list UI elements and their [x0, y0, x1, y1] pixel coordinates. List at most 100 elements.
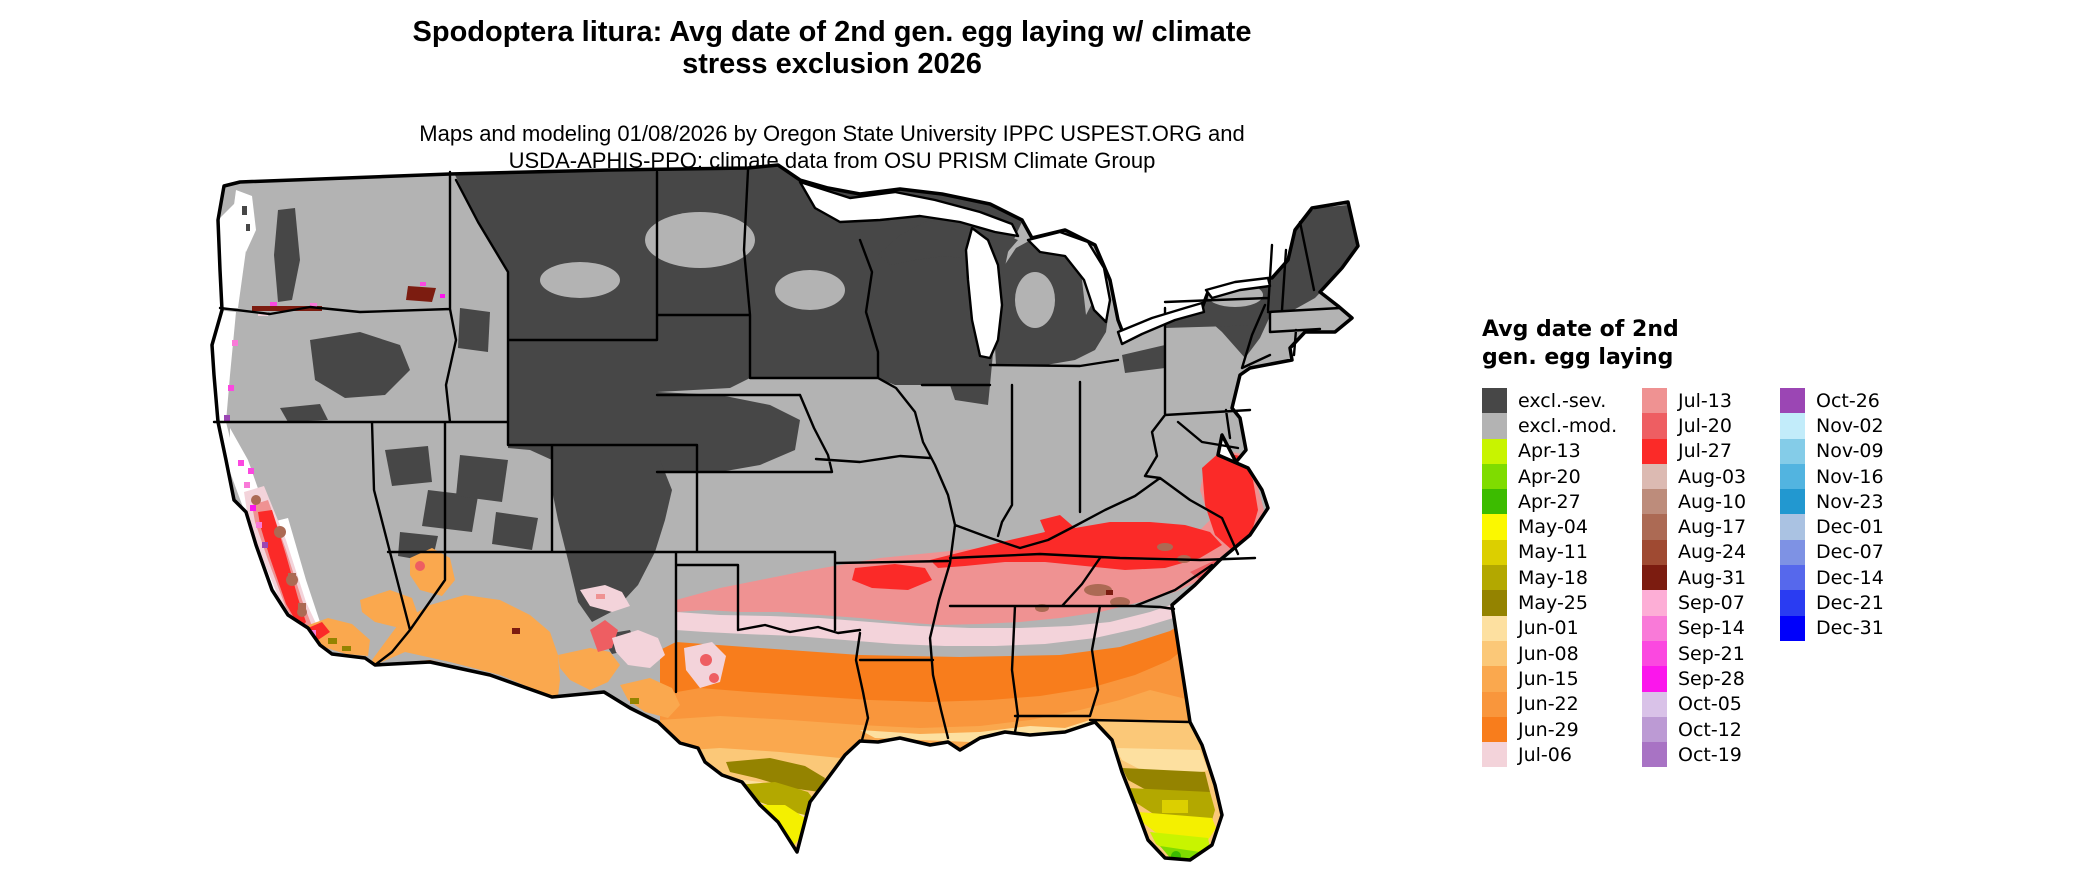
map-region-utah-fingers [580, 585, 630, 612]
legend-swatch [1780, 413, 1805, 439]
map-legend: Avg date of 2nd gen. egg laying excl.-se… [1482, 316, 2042, 768]
lake-superior [798, 180, 1020, 238]
map-band-jul20 [1190, 520, 1264, 580]
legend-column-3: Oct-26 Nov-02 Nov-09 Nov-16 [1780, 388, 1940, 641]
legend-swatch [1642, 742, 1667, 768]
map-band-jul06 [676, 550, 1264, 646]
legend-columns: excl.-sev. excl.-mod. Apr-13 Apr-20 [1482, 388, 2042, 768]
legend-label: Jun-15 [1518, 667, 1579, 690]
legend-entry: Nov-09 [1780, 438, 1940, 464]
legend-swatch [1780, 438, 1805, 464]
legend-swatch [1780, 590, 1805, 616]
legend-swatch [1642, 463, 1667, 490]
legend-swatch [1642, 590, 1667, 616]
legend-swatch [1642, 438, 1667, 464]
legend-label: Dec-01 [1816, 516, 1884, 539]
legend-label: Aug-31 [1678, 566, 1747, 589]
legend-swatch [1482, 615, 1507, 641]
legend-entry: Jul-20 [1642, 413, 1766, 439]
legend-entry: Oct-12 [1642, 716, 1766, 743]
legend-label: Nov-16 [1816, 465, 1884, 488]
map-region-california-valley [244, 486, 320, 646]
map-region-appalachian-brown [1035, 543, 1191, 612]
legend-entry: May-25 [1482, 590, 1642, 616]
lake-michigan [964, 226, 1004, 360]
map-region-florida [1095, 720, 1216, 860]
legend-label: Oct-05 [1678, 693, 1742, 716]
lake-ontario [1204, 276, 1272, 300]
legend-entry: Sep-07 [1642, 590, 1766, 616]
legend-label: Apr-20 [1518, 465, 1581, 488]
legend-label: Apr-27 [1518, 490, 1581, 513]
legend-entry: Sep-14 [1642, 615, 1766, 641]
legend-column-1: excl.-sev. excl.-mod. Apr-13 Apr-20 [1482, 388, 1642, 768]
legend-label: Nov-23 [1816, 490, 1884, 513]
map-band-jul13 [676, 450, 1264, 625]
map-subtitle: Maps and modeling 01/08/2026 by Oregon S… [0, 120, 1664, 174]
legend-label: Sep-07 [1678, 592, 1745, 615]
legend-swatch [1642, 615, 1667, 641]
legend-entry: Apr-27 [1482, 489, 1642, 515]
legend-entry: Oct-26 [1780, 388, 1940, 414]
legend-swatch [1482, 716, 1507, 743]
legend-label: Oct-19 [1678, 743, 1742, 766]
legend-label: Sep-21 [1678, 642, 1745, 665]
legend-label: Sep-28 [1678, 667, 1745, 690]
legend-entry: excl.-sev. [1482, 388, 1642, 414]
subtitle-line-1: Maps and modeling 01/08/2026 by Oregon S… [419, 121, 1245, 146]
legend-entry: Jul-27 [1642, 438, 1766, 464]
legend-label: Jul-13 [1678, 389, 1732, 412]
legend-entry: Nov-16 [1780, 463, 1940, 490]
legend-label: Aug-10 [1678, 490, 1747, 513]
legend-swatch [1642, 514, 1667, 540]
legend-entry: Aug-17 [1642, 514, 1766, 540]
legend-entry: Dec-31 [1780, 615, 1940, 641]
legend-entry: Sep-28 [1642, 666, 1766, 692]
legend-entry: Oct-19 [1642, 742, 1766, 768]
legend-entry: May-04 [1482, 514, 1642, 540]
legend-entry: Jun-15 [1482, 666, 1642, 692]
legend-entry: Dec-01 [1780, 514, 1940, 540]
legend-swatch [1482, 539, 1507, 566]
legend-label: excl.-sev. [1518, 389, 1607, 412]
legend-swatch [1642, 489, 1667, 515]
legend-entry: Dec-07 [1780, 539, 1940, 566]
legend-entry: Jul-06 [1482, 742, 1642, 768]
legend-label: excl.-mod. [1518, 414, 1618, 437]
legend-swatch [1482, 590, 1507, 616]
legend-entry: excl.-mod. [1482, 413, 1642, 439]
legend-entry: Jul-13 [1642, 388, 1766, 414]
legend-swatch [1642, 640, 1667, 667]
legend-entry: Aug-03 [1642, 463, 1766, 490]
legend-label: Dec-31 [1816, 617, 1884, 640]
us-map-svg [210, 163, 1360, 862]
legend-swatch [1780, 463, 1805, 490]
legend-swatch [1482, 438, 1507, 464]
legend-entry: Apr-20 [1482, 463, 1642, 490]
title-line-2: stress exclusion 2026 [682, 48, 982, 80]
legend-swatch [1482, 666, 1507, 692]
legend-label: Nov-02 [1816, 414, 1884, 437]
legend-label: Dec-21 [1816, 592, 1884, 615]
legend-swatch [1482, 565, 1507, 591]
legend-entry: Nov-23 [1780, 489, 1940, 515]
legend-entry: Aug-10 [1642, 489, 1766, 515]
legend-title-line-1: Avg date of 2nd [1482, 317, 1679, 342]
legend-label: Oct-26 [1816, 389, 1880, 412]
legend-swatch [1780, 565, 1805, 591]
legend-entry: Jun-01 [1482, 615, 1642, 641]
legend-entry: Apr-13 [1482, 438, 1642, 464]
legend-label: Dec-07 [1816, 541, 1884, 564]
legend-label: Jul-27 [1678, 440, 1732, 463]
legend-swatch [1642, 539, 1667, 566]
legend-column-2: Jul-13 Jul-20 Jul-27 Aug-03 [1642, 388, 1766, 768]
legend-swatch [1642, 691, 1667, 717]
legend-label: May-18 [1518, 566, 1588, 589]
map-fill-layers [212, 165, 1358, 860]
legend-entry: May-11 [1482, 539, 1642, 566]
legend-title-line-2: gen. egg laying [1482, 345, 1674, 370]
puget-sound-islands [242, 206, 250, 231]
legend-label: May-25 [1518, 592, 1588, 615]
legend-entry: Oct-05 [1642, 691, 1766, 717]
